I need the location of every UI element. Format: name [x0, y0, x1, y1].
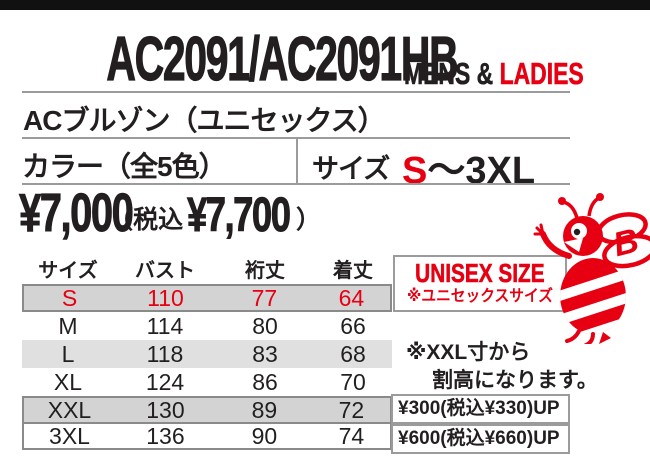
color-size-divider: [296, 137, 298, 183]
color-count-label: カラー（全5色）: [22, 151, 227, 182]
table-row-xl: XL 124 86 70: [22, 368, 392, 396]
price-row: ¥7,000 （税込 ¥7,700 ）: [19, 183, 322, 243]
col-header-length: 着丈: [333, 259, 373, 282]
mens-label: MENS &: [404, 56, 500, 92]
cell-length: 74: [338, 422, 365, 449]
unisex-size-subtitle: ※ユニセックスサイズ: [407, 288, 553, 305]
divider-under-title: [22, 91, 570, 93]
cell-length: 68: [340, 340, 366, 367]
table-row-3xl: 3XL 136 90 74: [22, 422, 392, 450]
unisex-size-title: UNISEX SIZE: [415, 258, 545, 288]
cell-bust: 118: [146, 340, 184, 367]
cell-size: M: [58, 312, 78, 339]
cell-sleeve: 83: [252, 340, 278, 367]
cell-length: 72: [338, 396, 365, 423]
cell-sleeve: 89: [251, 396, 278, 423]
col-header-size: サイズ: [38, 259, 98, 282]
ladies-label: LADIES: [499, 56, 584, 92]
cell-bust: 114: [146, 312, 184, 339]
cell-sleeve: 86: [252, 368, 278, 395]
price-tax-close: ）: [296, 206, 322, 234]
price-base: ¥7,000: [19, 183, 135, 243]
cell-length: 70: [340, 368, 366, 395]
size-range-rest: ～3XL: [427, 150, 536, 192]
cell-size: XL: [53, 368, 83, 395]
size-range: S～3XL: [402, 139, 535, 194]
table-row-l: L 118 83 68: [22, 340, 392, 368]
size-label: サイズ: [312, 154, 390, 184]
cell-sleeve: 77: [251, 284, 278, 311]
size-range-min: S: [402, 150, 428, 192]
cell-sleeve: 80: [252, 312, 278, 339]
price-tax-open: （税込: [108, 206, 184, 234]
top-black-bar: [0, 0, 650, 10]
size-spec-table: サイズ バスト 裄丈 着丈 S 110 77 64 M 114 80 66 L …: [22, 252, 392, 450]
cell-length: 64: [338, 284, 365, 311]
col-header-bust: バスト: [135, 259, 195, 282]
model-number-title: AC2091/AC2091HB: [106, 24, 459, 94]
cell-sleeve: 90: [251, 422, 278, 449]
cell-size: L: [61, 340, 75, 367]
cell-size: XXL: [47, 396, 92, 423]
gender-label: MENS & LADIES: [404, 56, 584, 92]
price-tax-included: ¥7,700: [187, 189, 292, 242]
size-table-header-row: サイズ バスト 裄丈 着丈: [22, 252, 392, 284]
cell-size: S: [61, 284, 78, 311]
table-row-xxl: XXL 130 89 72: [22, 396, 392, 424]
cell-length: 66: [340, 312, 366, 339]
divider-under-color-size: [22, 183, 570, 185]
cell-bust: 124: [145, 368, 185, 395]
table-row-s: S 110 77 64: [22, 284, 392, 312]
cell-bust: 136: [146, 422, 185, 449]
bee-mascot-icon: B: [533, 193, 650, 344]
surcharge-note-line1: ※XXL寸から: [406, 341, 531, 364]
cell-bust: 130: [146, 396, 185, 423]
surcharge-xxl-box: ¥300(税込¥330)UP: [391, 394, 570, 424]
surcharge-3xl-box: ¥600(税込¥660)UP: [391, 424, 570, 454]
cell-size: 3XL: [49, 422, 90, 449]
product-name: ACブルゾン（ユニセックス）: [23, 105, 386, 136]
surcharge-note-line2: 割高になります。: [432, 369, 598, 392]
col-header-sleeve: 裄丈: [245, 259, 285, 282]
cell-bust: 110: [147, 284, 184, 311]
table-row-m: M 114 80 66: [22, 312, 392, 340]
